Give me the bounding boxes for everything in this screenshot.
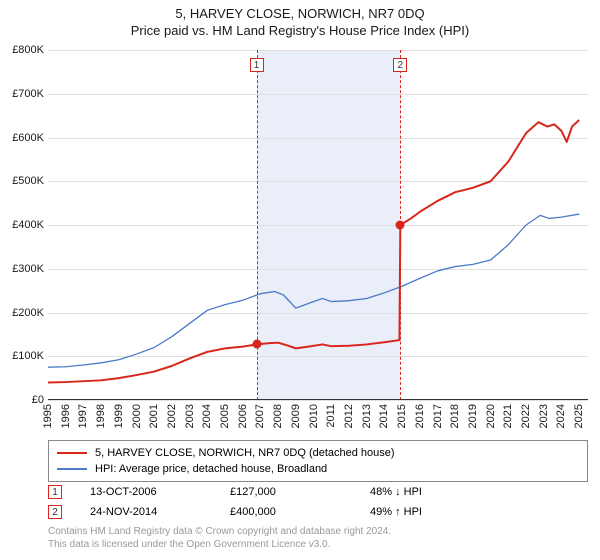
- chart-svg: [48, 50, 588, 400]
- series-price_paid: [48, 120, 579, 383]
- x-axis-line: [48, 399, 588, 400]
- x-axis-tick-label: 2010: [308, 404, 320, 428]
- x-axis-tick-label: 2020: [485, 404, 497, 428]
- x-axis-tick-label: 2018: [449, 404, 461, 428]
- sale-row-hpi: 48% ↓ HPI: [370, 486, 510, 498]
- x-axis-tick-label: 2011: [325, 404, 337, 428]
- sale-row-date: 13-OCT-2006: [90, 486, 230, 498]
- y-axis-tick-label: £300K: [12, 263, 44, 275]
- x-axis-tick-label: 2007: [254, 404, 266, 428]
- legend-item: 5, HARVEY CLOSE, NORWICH, NR7 0DQ (detac…: [57, 445, 579, 461]
- footer-attribution: Contains HM Land Registry data © Crown c…: [48, 526, 391, 551]
- x-axis-tick-label: 2022: [520, 404, 532, 428]
- x-axis-tick-label: 2023: [538, 404, 550, 428]
- x-axis-tick-label: 2025: [573, 404, 585, 428]
- x-axis-tick-label: 2006: [237, 404, 249, 428]
- x-axis-tick-label: 1999: [113, 404, 125, 428]
- x-axis-tick-label: 2008: [272, 404, 284, 428]
- chart-plot-area: £0£100K£200K£300K£400K£500K£600K£700K£80…: [48, 50, 588, 400]
- x-axis-tick-label: 1997: [77, 404, 89, 428]
- y-axis-tick-label: £700K: [12, 88, 44, 100]
- sale-row: 2 24-NOV-2014£400,00049% ↑ HPI: [48, 502, 588, 522]
- y-axis-tick-label: £800K: [12, 44, 44, 56]
- x-axis-tick-label: 2021: [502, 404, 514, 428]
- x-axis-tick-label: 2000: [131, 404, 143, 428]
- gridline-horizontal: [48, 400, 588, 401]
- title-block: 5, HARVEY CLOSE, NORWICH, NR7 0DQ Price …: [0, 0, 600, 38]
- sales-table: 1 13-OCT-2006£127,00048% ↓ HPI 2 24-NOV-201…: [48, 482, 588, 522]
- x-axis-tick-label: 2015: [396, 404, 408, 428]
- x-axis-tick-label: 1996: [60, 404, 72, 428]
- x-axis-tick-label: 1998: [95, 404, 107, 428]
- y-axis-tick-label: £200K: [12, 307, 44, 319]
- legend-item: HPI: Average price, detached house, Broa…: [57, 461, 579, 477]
- sale-row-hpi: 49% ↑ HPI: [370, 506, 510, 518]
- title-main: 5, HARVEY CLOSE, NORWICH, NR7 0DQ: [0, 6, 600, 21]
- y-axis-tick-label: £100K: [12, 350, 44, 362]
- x-axis-tick-label: 2024: [555, 404, 567, 428]
- x-axis-tick-label: 2013: [361, 404, 373, 428]
- title-sub: Price paid vs. HM Land Registry's House …: [0, 23, 600, 38]
- y-axis-tick-label: £500K: [12, 175, 44, 187]
- legend-swatch: [57, 468, 87, 469]
- sale-row-marker: 1: [48, 485, 62, 499]
- x-axis-tick-label: 2003: [184, 404, 196, 428]
- x-axis-tick-label: 2012: [343, 404, 355, 428]
- y-axis-tick-label: £400K: [12, 219, 44, 231]
- sale-row-date: 24-NOV-2014: [90, 506, 230, 518]
- sale-row-price: £127,000: [230, 486, 370, 498]
- x-axis-tick-label: 2004: [201, 404, 213, 428]
- x-axis-tick-label: 2002: [166, 404, 178, 428]
- x-axis-tick-label: 2001: [148, 404, 160, 428]
- x-axis-tick-label: 2016: [414, 404, 426, 428]
- legend-label: HPI: Average price, detached house, Broa…: [95, 463, 327, 475]
- legend-swatch: [57, 452, 87, 455]
- y-axis-tick-label: £600K: [12, 132, 44, 144]
- x-axis-tick-label: 2019: [467, 404, 479, 428]
- x-axis-tick-label: 1995: [42, 404, 54, 428]
- footer-line-1: Contains HM Land Registry data © Crown c…: [48, 526, 391, 539]
- x-axis-tick-label: 2017: [432, 404, 444, 428]
- x-axis-tick-label: 2005: [219, 404, 231, 428]
- chart-container: 5, HARVEY CLOSE, NORWICH, NR7 0DQ Price …: [0, 0, 600, 560]
- x-axis-tick-label: 2014: [378, 404, 390, 428]
- x-axis-tick-label: 2009: [290, 404, 302, 428]
- footer-line-2: This data is licensed under the Open Gov…: [48, 539, 391, 552]
- sale-row-marker: 2: [48, 505, 62, 519]
- sale-row: 1 13-OCT-2006£127,00048% ↓ HPI: [48, 482, 588, 502]
- legend-label: 5, HARVEY CLOSE, NORWICH, NR7 0DQ (detac…: [95, 447, 395, 459]
- series-hpi: [48, 214, 579, 367]
- sale-row-price: £400,000: [230, 506, 370, 518]
- legend-box: 5, HARVEY CLOSE, NORWICH, NR7 0DQ (detac…: [48, 440, 588, 482]
